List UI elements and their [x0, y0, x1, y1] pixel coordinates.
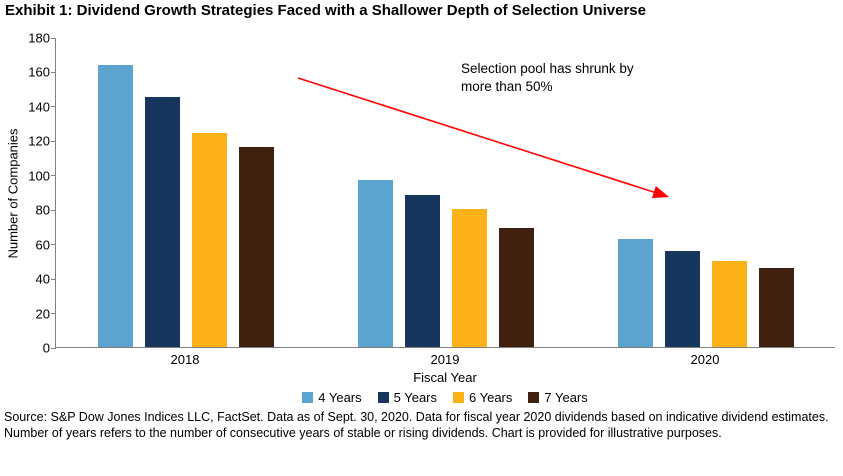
- y-tick-mark: [51, 347, 56, 349]
- legend-label: 6 Years: [469, 390, 513, 405]
- bar-6-years-2019: [452, 209, 487, 347]
- y-tick-label-80: 80: [35, 202, 50, 218]
- y-tick-label-140: 140: [28, 99, 50, 115]
- annotation-line-2: more than 50%: [461, 79, 553, 95]
- bar-5-years-2020: [665, 250, 700, 347]
- x-tick-label-2019: 2019: [430, 352, 460, 367]
- bar-7-years-2019: [499, 228, 534, 347]
- bar-7-years-2020: [759, 267, 794, 347]
- y-tick-mark: [51, 106, 56, 108]
- annotation-line-1: Selection pool has shrunk by: [461, 61, 634, 76]
- bar-6-years-2018: [192, 133, 227, 347]
- bar-group-2018: [98, 64, 274, 347]
- y-tick-mark: [51, 175, 56, 177]
- y-tick-label-0: 0: [42, 340, 50, 356]
- bar-4-years-2020: [618, 238, 653, 347]
- legend-item-5-years: 5 Years: [377, 390, 437, 405]
- bar-group-2019: [358, 179, 534, 347]
- y-tick-label-160: 160: [28, 64, 50, 80]
- x-axis-label: Fiscal Year: [413, 370, 477, 385]
- legend-label: 5 Years: [393, 390, 437, 405]
- chart-title: Exhibit 1: Dividend Growth Strategies Fa…: [5, 2, 646, 19]
- bar-4-years-2018: [98, 64, 133, 347]
- y-tick-mark: [51, 278, 56, 280]
- legend-label: 4 Years: [318, 390, 362, 405]
- y-tick-mark: [51, 140, 56, 142]
- legend-swatch-icon: [377, 392, 389, 403]
- y-tick-mark: [51, 38, 56, 39]
- y-tick-label-100: 100: [28, 168, 50, 184]
- bar-group-2020: [618, 238, 794, 347]
- bar-6-years-2020: [712, 260, 747, 347]
- bar-5-years-2019: [405, 195, 440, 347]
- y-tick-mark: [51, 71, 56, 73]
- plot-area: Selection pool has shrunk by more than 5…: [51, 38, 835, 349]
- bar-7-years-2018: [239, 147, 274, 347]
- bar-4-years-2019: [358, 179, 393, 347]
- bar-5-years-2018: [145, 97, 180, 347]
- legend-item-6-years: 6 Years: [453, 390, 512, 405]
- y-tick-label-120: 120: [28, 133, 50, 149]
- y-tick-mark: [51, 313, 56, 315]
- source-text: Source: S&P Dow Jones Indices LLC, FactS…: [4, 410, 829, 441]
- x-tick-label-2018: 2018: [170, 352, 200, 367]
- x-axis-tick-labels: 2018 2019 2020: [55, 352, 835, 368]
- legend-swatch-icon: [453, 392, 464, 403]
- legend-swatch-icon: [302, 392, 314, 403]
- legend-item-7-years: 7 Years: [528, 390, 588, 405]
- annotation-text: Selection pool has shrunk by more than 5…: [461, 60, 634, 96]
- y-tick-label-40: 40: [35, 271, 50, 287]
- y-tick-mark: [51, 209, 56, 211]
- y-axis-tick-labels: 0 20 40 60 80 100 120 140 160 180: [18, 31, 50, 356]
- legend-swatch-icon: [528, 392, 540, 403]
- legend-label: 7 Years: [544, 390, 588, 405]
- y-tick-label-180: 180: [28, 30, 50, 46]
- y-tick-label-20: 20: [35, 306, 50, 322]
- x-tick-label-2020: 2020: [690, 352, 720, 367]
- y-tick-label-60: 60: [35, 237, 50, 253]
- y-tick-mark: [51, 244, 56, 246]
- legend-item-4-years: 4 Years: [302, 390, 362, 405]
- legend: 4 Years 5 Years 6 Years 7 Years: [55, 390, 835, 405]
